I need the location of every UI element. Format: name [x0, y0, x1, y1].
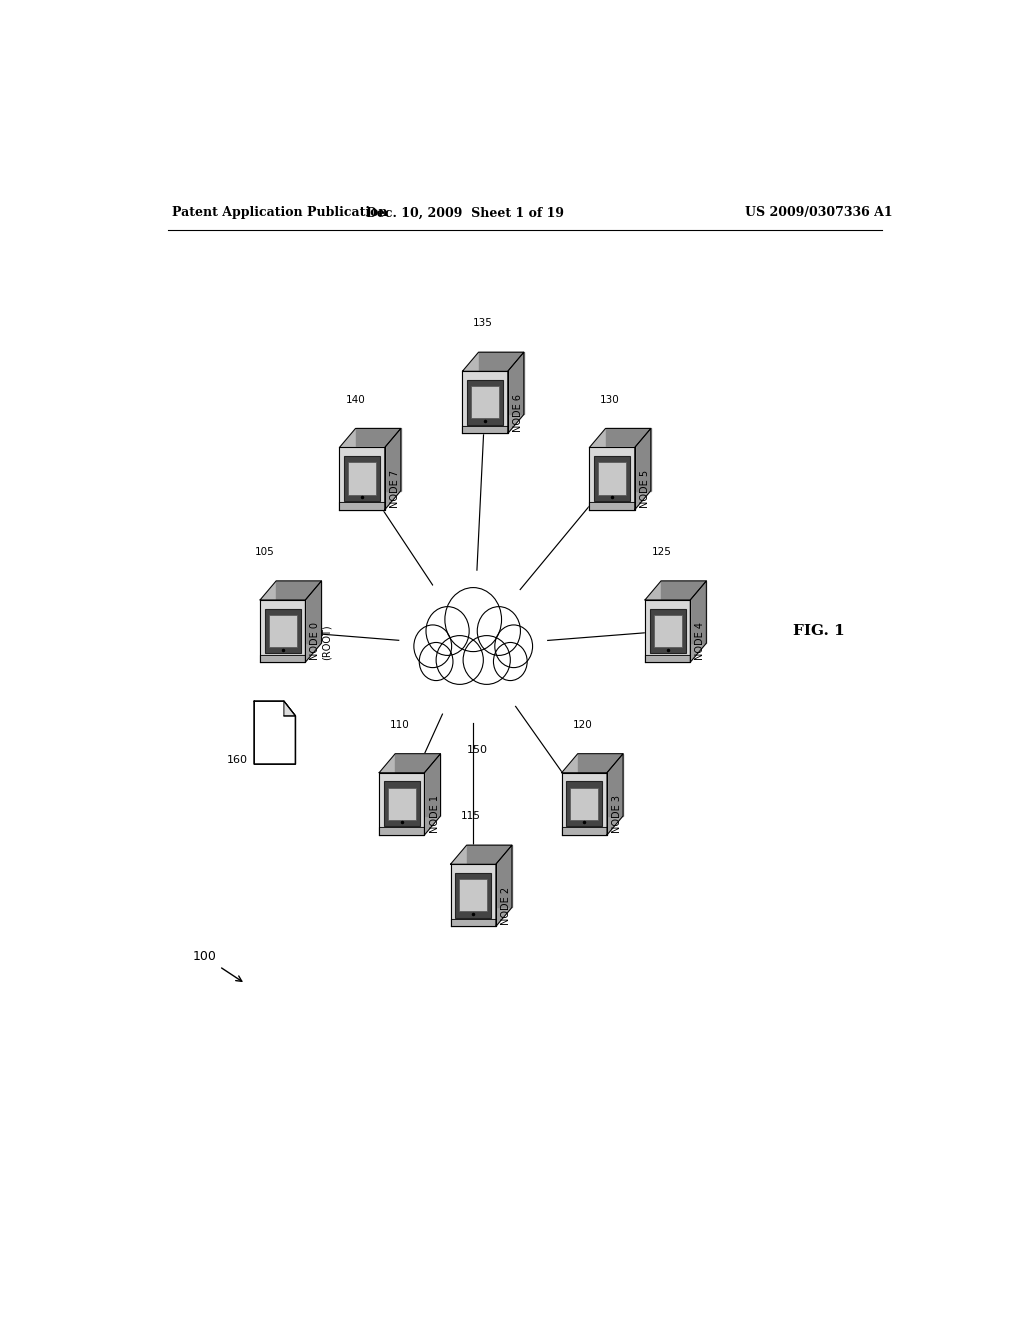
- Polygon shape: [340, 447, 385, 510]
- Polygon shape: [379, 828, 424, 836]
- FancyBboxPatch shape: [566, 781, 602, 826]
- Text: 115: 115: [461, 810, 481, 821]
- Polygon shape: [467, 845, 512, 907]
- FancyBboxPatch shape: [388, 788, 416, 820]
- Ellipse shape: [477, 607, 520, 656]
- Text: 105: 105: [255, 548, 274, 557]
- FancyBboxPatch shape: [594, 457, 630, 502]
- Polygon shape: [478, 352, 524, 414]
- Text: NODE 3: NODE 3: [612, 795, 622, 833]
- Text: NODE 7: NODE 7: [390, 470, 399, 508]
- Polygon shape: [590, 429, 651, 447]
- Polygon shape: [379, 754, 440, 772]
- FancyBboxPatch shape: [344, 457, 380, 502]
- Ellipse shape: [444, 587, 502, 652]
- Text: NODE 5: NODE 5: [640, 470, 650, 508]
- Polygon shape: [645, 581, 707, 599]
- Text: NODE 0
(ROOT): NODE 0 (ROOT): [310, 622, 332, 660]
- Polygon shape: [496, 845, 512, 927]
- Polygon shape: [607, 754, 623, 836]
- Polygon shape: [690, 581, 707, 663]
- Text: FIG. 1: FIG. 1: [793, 624, 845, 638]
- Text: 160: 160: [227, 755, 248, 766]
- Polygon shape: [590, 447, 635, 510]
- Ellipse shape: [463, 636, 510, 684]
- Polygon shape: [395, 754, 440, 816]
- Polygon shape: [578, 754, 623, 816]
- FancyBboxPatch shape: [384, 781, 420, 826]
- Polygon shape: [379, 772, 424, 836]
- Text: NODE 1: NODE 1: [429, 795, 439, 833]
- Text: US 2009/0307336 A1: US 2009/0307336 A1: [744, 206, 892, 219]
- Ellipse shape: [494, 643, 527, 681]
- FancyBboxPatch shape: [268, 615, 297, 647]
- Polygon shape: [635, 429, 651, 510]
- Polygon shape: [385, 429, 400, 510]
- Ellipse shape: [495, 624, 532, 668]
- FancyBboxPatch shape: [653, 615, 682, 647]
- Polygon shape: [562, 772, 607, 836]
- FancyBboxPatch shape: [459, 879, 487, 911]
- Polygon shape: [340, 502, 385, 510]
- Ellipse shape: [414, 624, 452, 668]
- Polygon shape: [260, 581, 322, 599]
- Text: 135: 135: [473, 318, 494, 327]
- Polygon shape: [254, 701, 296, 764]
- Polygon shape: [355, 429, 400, 491]
- Polygon shape: [645, 599, 690, 663]
- Polygon shape: [284, 701, 296, 715]
- Ellipse shape: [399, 574, 548, 718]
- Polygon shape: [276, 581, 322, 643]
- Text: 150: 150: [467, 744, 487, 755]
- Ellipse shape: [426, 607, 469, 656]
- Polygon shape: [605, 429, 651, 491]
- Polygon shape: [451, 919, 496, 927]
- Polygon shape: [424, 754, 440, 836]
- Text: NODE 4: NODE 4: [695, 622, 706, 660]
- Polygon shape: [463, 352, 524, 371]
- Polygon shape: [451, 845, 512, 865]
- FancyBboxPatch shape: [264, 609, 301, 653]
- Text: 140: 140: [346, 395, 366, 405]
- FancyBboxPatch shape: [455, 873, 492, 917]
- Polygon shape: [340, 429, 400, 447]
- Polygon shape: [260, 599, 305, 663]
- FancyBboxPatch shape: [570, 788, 598, 820]
- FancyBboxPatch shape: [348, 462, 376, 495]
- Text: Dec. 10, 2009  Sheet 1 of 19: Dec. 10, 2009 Sheet 1 of 19: [367, 206, 564, 219]
- Text: NODE 6: NODE 6: [513, 393, 523, 432]
- Polygon shape: [562, 754, 623, 772]
- Polygon shape: [305, 581, 322, 663]
- Polygon shape: [451, 865, 496, 927]
- Ellipse shape: [436, 636, 483, 684]
- Polygon shape: [662, 581, 707, 643]
- Polygon shape: [260, 655, 305, 663]
- Polygon shape: [463, 426, 508, 433]
- Text: NODE 2: NODE 2: [501, 887, 511, 924]
- FancyBboxPatch shape: [649, 609, 686, 653]
- Polygon shape: [508, 352, 524, 433]
- Polygon shape: [463, 371, 508, 433]
- FancyBboxPatch shape: [471, 387, 500, 418]
- Text: 100: 100: [194, 950, 217, 962]
- Polygon shape: [562, 828, 607, 836]
- FancyBboxPatch shape: [598, 462, 627, 495]
- Polygon shape: [645, 655, 690, 663]
- Text: 130: 130: [600, 395, 620, 405]
- Text: 110: 110: [390, 719, 410, 730]
- Ellipse shape: [419, 643, 453, 681]
- Text: 120: 120: [572, 719, 592, 730]
- Text: Patent Application Publication: Patent Application Publication: [172, 206, 387, 219]
- FancyBboxPatch shape: [467, 380, 503, 425]
- Text: 125: 125: [652, 548, 672, 557]
- Polygon shape: [590, 502, 635, 510]
